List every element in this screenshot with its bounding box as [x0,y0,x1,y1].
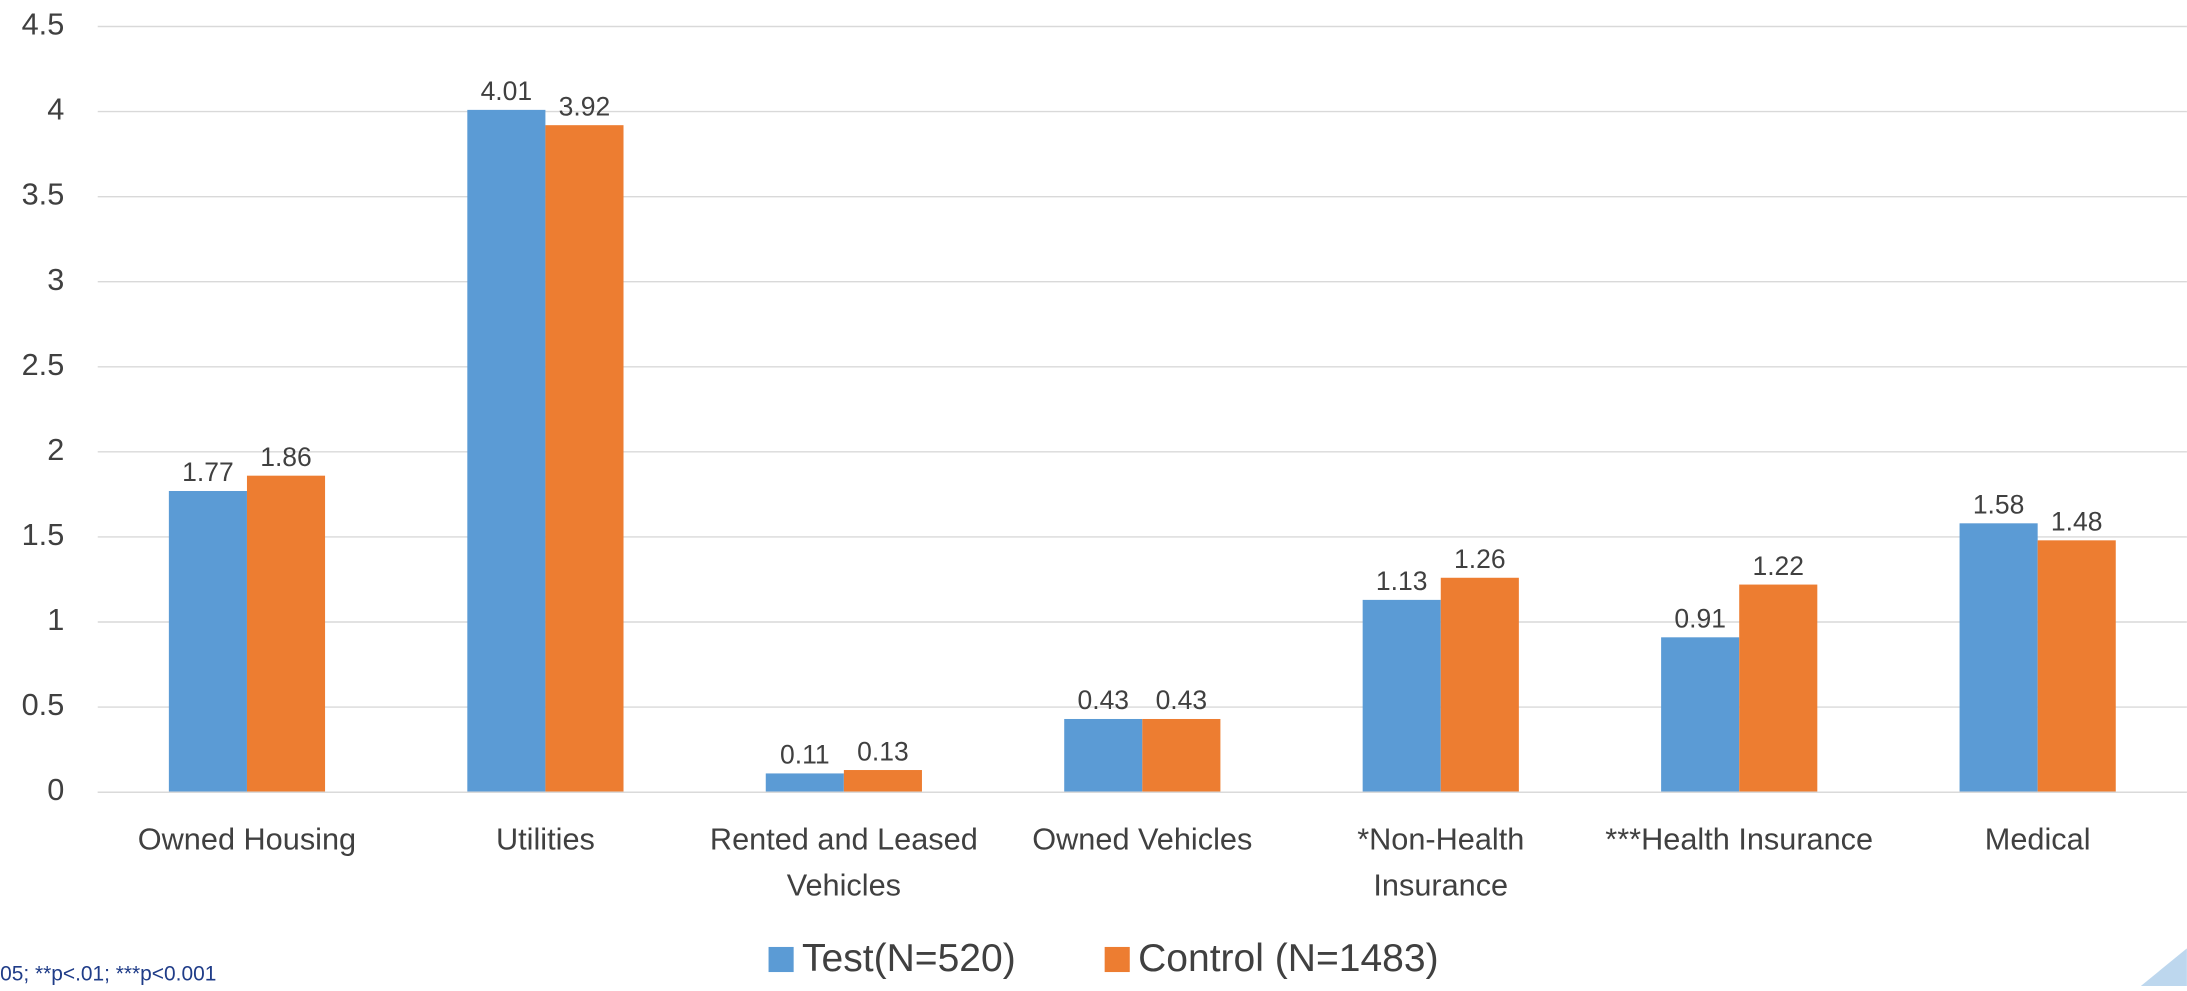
y-tick-label: 2 [47,432,64,467]
x-tick-label: Rented and Leased Vehicles [709,821,978,903]
data-label: 0.11 [780,740,830,770]
y-tick-label: 0.5 [22,687,65,722]
corner-decoration [2140,948,2187,986]
x-tick-label: Medical [1984,821,2091,857]
bar [545,125,624,793]
data-label: 1.86 [260,442,312,472]
y-tick-label: 2.5 [22,347,65,382]
y-tick-label: 4.5 [22,7,65,42]
bar [1959,523,2038,793]
legend-swatch [768,946,794,973]
y-tick-label: 0 [47,772,64,807]
data-label: 0.91 [1674,604,1726,634]
bar [246,475,326,793]
x-tick-label-box: Utilities [495,821,595,857]
legend-label: Control (N=1483) [1138,937,1438,980]
data-label: 1.26 [1454,544,1506,574]
bar [1739,584,1818,793]
x-tick-label: *Non-Health Insurance [1357,821,1525,903]
data-label: 1.58 [1973,490,2025,520]
bar [1362,599,1441,793]
bar [1661,637,1740,793]
data-label: 1.77 [182,457,234,487]
data-label: 0.43 [1156,685,1208,715]
footnote: 05; **p<.01; ***p<0.001 [0,962,216,985]
bar [2037,540,2116,793]
x-tick-label-box: ***Health Insurance [1605,821,1874,857]
y-tick-label: 1 [47,602,64,637]
x-tick-label-box: *Non-Health Insurance [1357,821,1525,903]
x-tick-label: ***Health Insurance [1605,821,1874,857]
bar [168,490,247,793]
x-tick-label-box: Owned Housing [137,821,357,857]
data-label: 3.92 [559,91,611,121]
bar [765,773,844,793]
data-label: 1.13 [1376,566,1428,596]
x-tick-label: Owned Housing [137,821,357,857]
y-tick-label: 3 [47,262,64,297]
bar [1142,718,1221,793]
data-label: 1.22 [1752,551,1804,581]
bar [1064,718,1143,793]
data-label: 1.48 [2051,507,2103,537]
bar [843,770,922,793]
x-tick-label-box: Medical [1984,821,2091,857]
y-tick-label: 1.5 [22,517,65,552]
x-tick-label: Utilities [495,821,595,857]
x-tick-label-box: Owned Vehicles [1032,821,1253,857]
data-label: 4.01 [481,76,533,106]
x-tick-label-box: Rented and Leased Vehicles [709,821,978,903]
data-label: 0.43 [1077,685,1129,715]
bar [467,109,546,793]
bar [1440,577,1519,793]
y-tick-label: 4 [47,92,64,127]
x-tick-label: Owned Vehicles [1032,821,1253,857]
legend-swatch [1104,946,1130,973]
data-label: 0.13 [857,736,909,766]
y-tick-label: 3.5 [22,177,65,212]
legend-label: Test(N=520) [802,937,1016,980]
